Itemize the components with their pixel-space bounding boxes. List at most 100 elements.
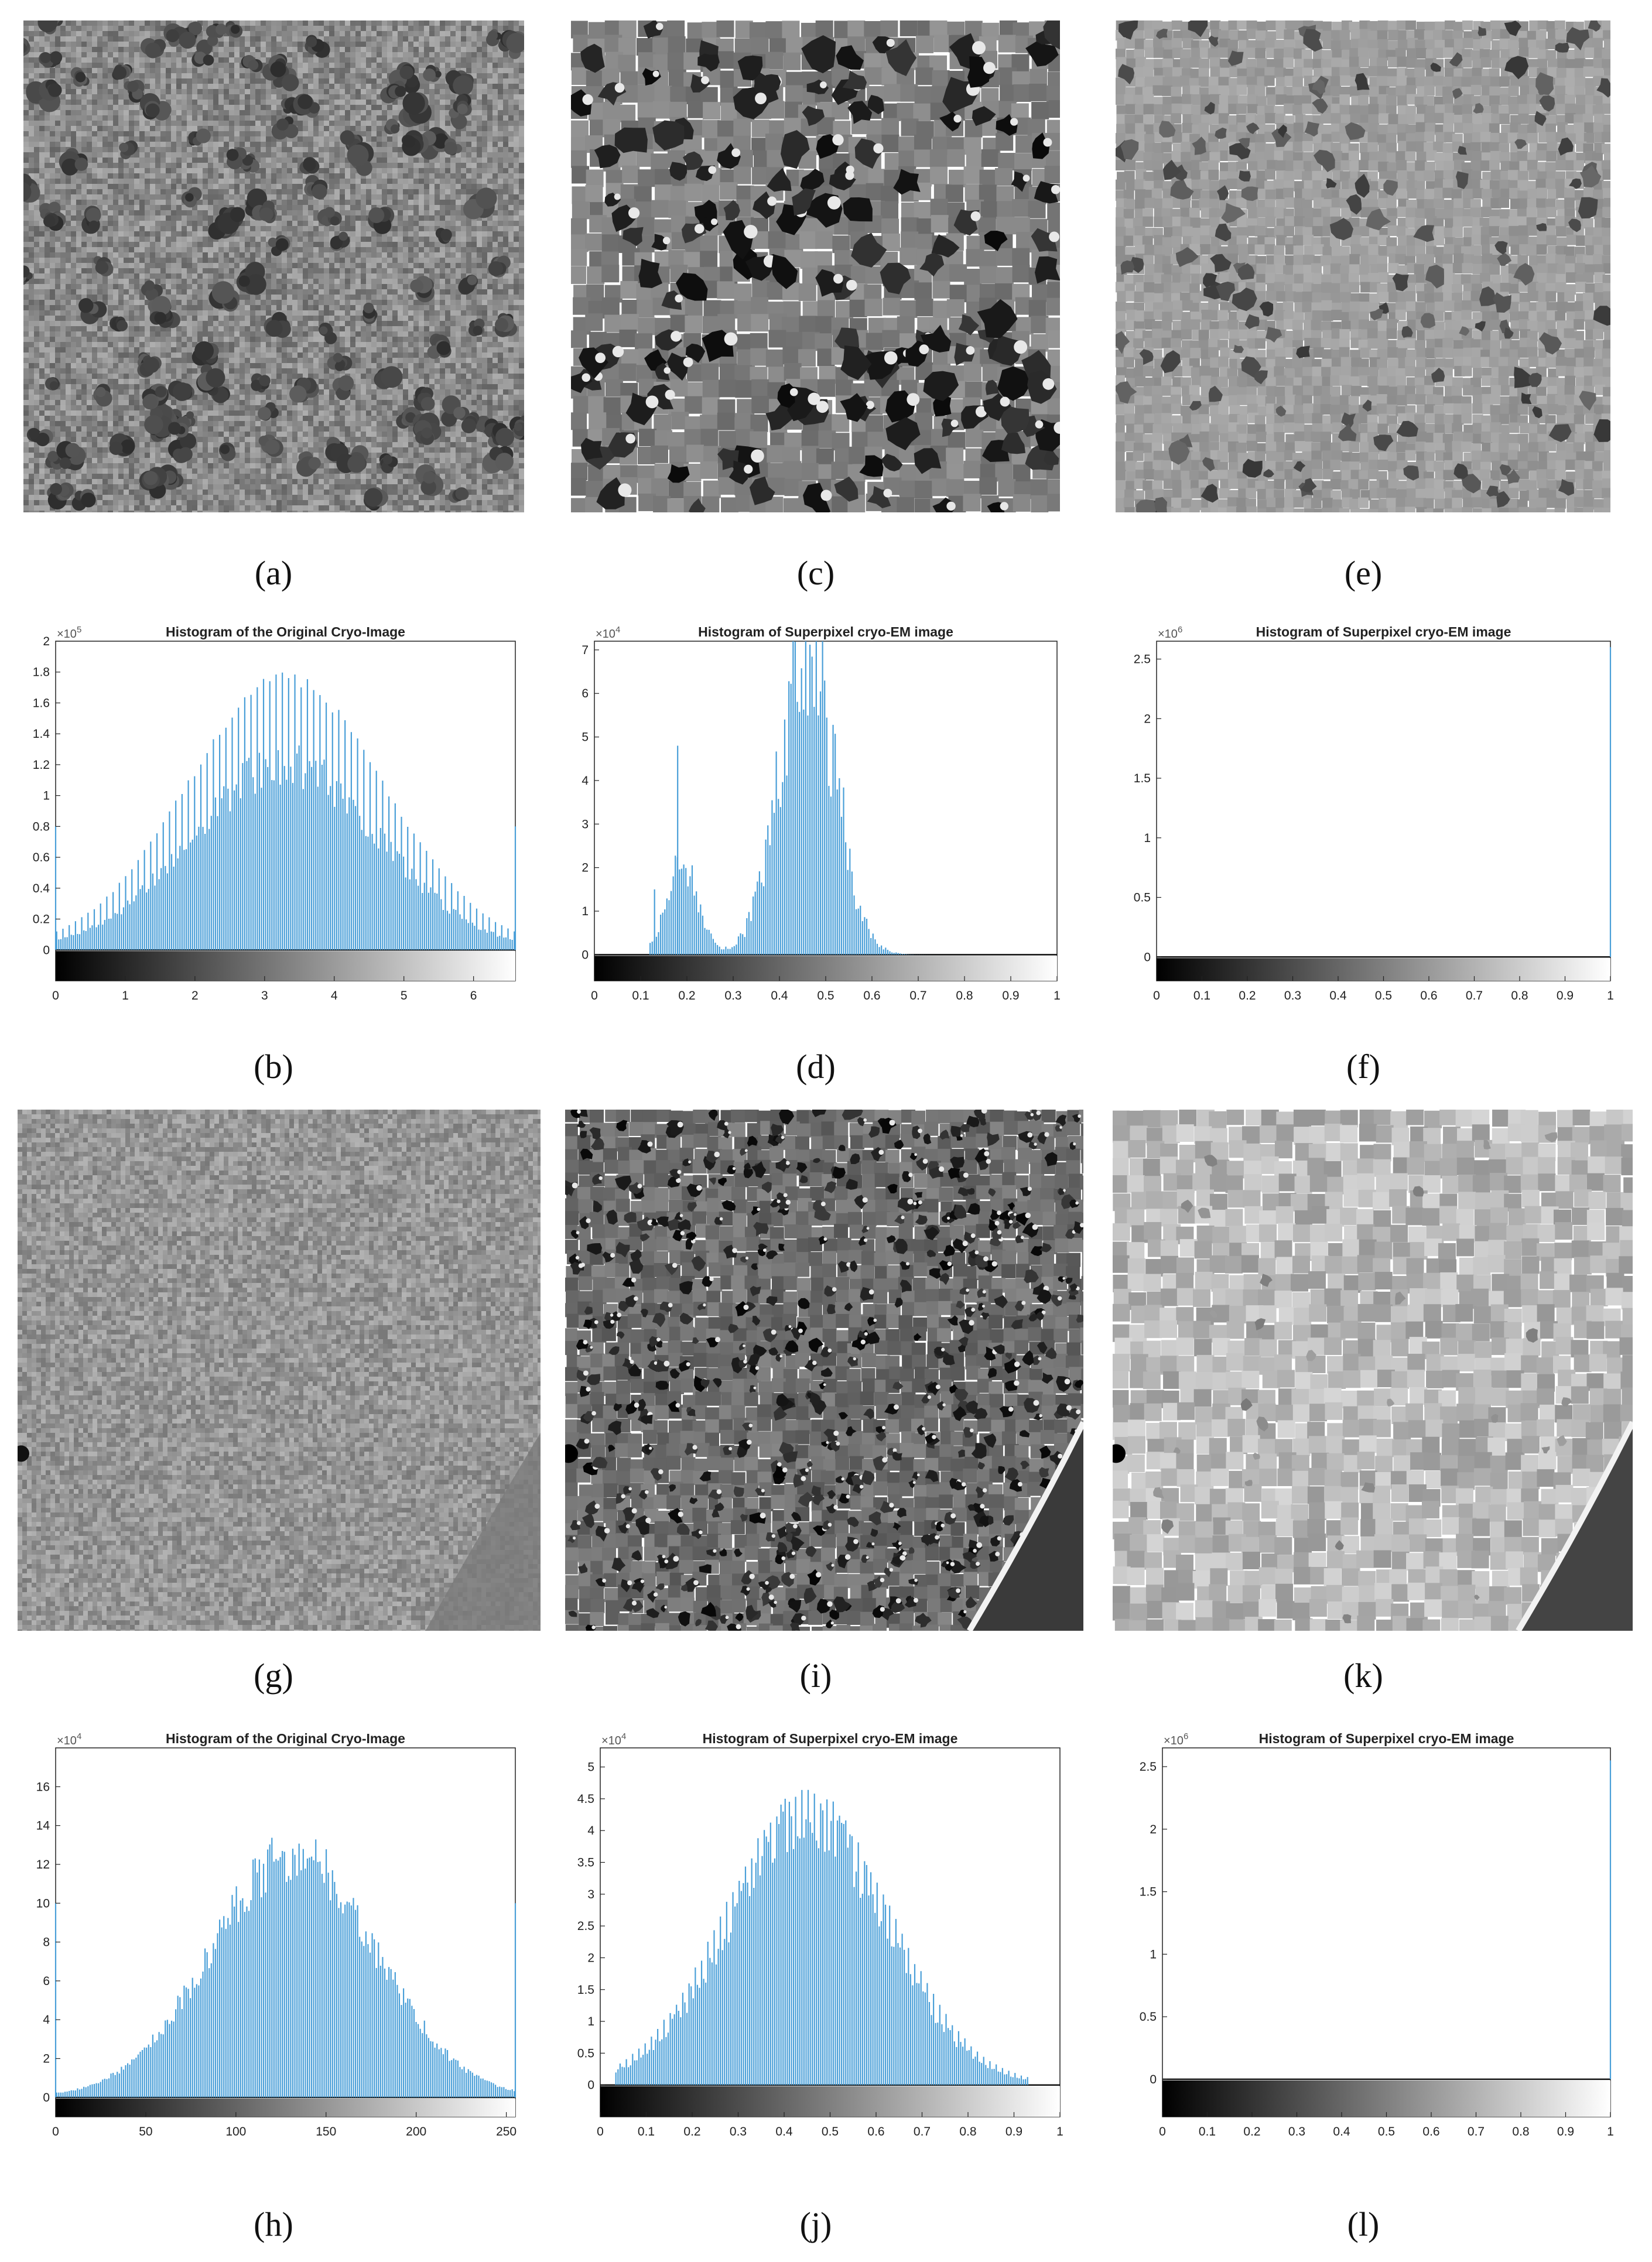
x-tick-label: 0 — [1153, 989, 1160, 1002]
bar-group — [54, 672, 517, 950]
label-h: (h) — [215, 2205, 332, 2244]
x-tick-label: 6 — [470, 989, 477, 1002]
exponent-label: ×105 — [57, 627, 81, 641]
x-tick-label: 0.3 — [724, 989, 741, 1002]
y-tick-label: 0.5 — [577, 2047, 594, 2060]
colorbar — [600, 2086, 1060, 2117]
x-tick-label: 0.3 — [1288, 2125, 1305, 2138]
label-e: (e) — [1305, 553, 1422, 593]
x-tick-label: 1 — [1607, 989, 1614, 1002]
y-tick-label: 0.6 — [33, 851, 50, 864]
y-tick-label: 0 — [43, 2091, 50, 2104]
y-tick-label: 2.5 — [577, 1919, 594, 1933]
y-tick-label: 10 — [36, 1897, 50, 1910]
x-tick-label: 0.6 — [1422, 2125, 1439, 2138]
label-j: (j) — [757, 2205, 874, 2244]
y-tick-label: 5 — [582, 731, 589, 744]
y-tick-label: 1.5 — [577, 1983, 594, 1997]
plot-area — [1162, 1747, 1611, 2117]
y-tick-label: 4 — [43, 2013, 50, 2027]
x-tick-label: 0.3 — [1284, 989, 1301, 1002]
y-tick-label: 1 — [43, 789, 50, 803]
original-micrograph-image-g — [18, 1110, 541, 1631]
exponent-label: ×106 — [1158, 627, 1182, 641]
exponent-label: ×104 — [57, 1731, 81, 1747]
colorbar — [56, 2098, 515, 2117]
x-tick-label: 0.2 — [1243, 2125, 1260, 2138]
x-tick-label: 0.9 — [1002, 989, 1019, 1002]
y-tick-label: 1.8 — [33, 666, 50, 679]
x-tick-label: 0.5 — [1378, 2125, 1395, 2138]
x-tick-label: 0 — [591, 989, 598, 1002]
plot-area — [55, 641, 516, 981]
chart-title: Histogram of Superpixel cryo-EM image — [698, 627, 953, 639]
x-tick-label: 0 — [597, 2125, 604, 2138]
y-tick-label: 1 — [582, 905, 589, 918]
y-tick-label: 0 — [1144, 950, 1151, 964]
label-b: (b) — [215, 1047, 332, 1086]
particle-group — [565, 1110, 1083, 1631]
x-tick-label: 0.2 — [678, 989, 695, 1002]
chart-title: Histogram of the Original Cryo-Image — [166, 627, 405, 639]
plot-area — [600, 1747, 1061, 2117]
y-tick-label: 3.5 — [577, 1856, 594, 1870]
plot-area — [1156, 641, 1611, 981]
colorbar — [1162, 2080, 1610, 2117]
x-tick-label: 1 — [1056, 2125, 1063, 2138]
x-tick-label: 0.2 — [1239, 989, 1256, 1002]
y-tick-label: 5 — [587, 1761, 594, 1774]
superpixel-image-e — [1116, 20, 1610, 512]
superpixel-image-k — [1113, 1110, 1633, 1631]
x-tick-label: 0.6 — [867, 2125, 884, 2138]
x-tick-label: 0 — [52, 2125, 59, 2138]
x-tick-label: 0.4 — [775, 2125, 793, 2138]
x-tick-label: 0.4 — [771, 989, 788, 1002]
y-tick-label: 7 — [582, 644, 589, 657]
label-k: (k) — [1305, 1656, 1422, 1695]
label-f: (f) — [1305, 1047, 1422, 1086]
x-tick-label: 0.9 — [1557, 989, 1574, 1002]
y-tick-label: 1.5 — [1134, 772, 1151, 785]
y-tick-label: 1.6 — [33, 696, 50, 710]
x-tick-label: 2 — [191, 989, 199, 1002]
x-tick-label: 0.1 — [1193, 989, 1210, 1002]
x-tick-label: 0.3 — [730, 2125, 747, 2138]
x-tick-label: 0.6 — [1420, 989, 1437, 1002]
label-a: (a) — [215, 553, 332, 593]
x-tick-label: 0.2 — [683, 2125, 700, 2138]
y-tick-label: 0.4 — [33, 882, 50, 895]
y-tick-label: 0.5 — [1140, 2010, 1157, 2024]
x-tick-label: 150 — [316, 2125, 336, 2138]
x-tick-label: 0.1 — [632, 989, 649, 1002]
x-tick-label: 0.8 — [1511, 989, 1528, 1002]
y-tick-label: 1.2 — [33, 758, 50, 772]
x-tick-label: 100 — [225, 2125, 246, 2138]
chart-title: Histogram of Superpixel cryo-EM image — [703, 1731, 958, 1746]
y-tick-label: 1 — [587, 2015, 594, 2028]
histogram-chart-d: 0 1 2 3 4 5 6 7 0 0.1 0.2 0.3 0.4 0.5 0.6 0.7 0.8 0.9 1 ×10… — [553, 627, 1063, 1031]
colorbar — [56, 951, 515, 981]
x-tick-label: 0.9 — [1557, 2125, 1574, 2138]
x-tick-label: 1 — [1607, 2125, 1614, 2138]
y-tick-label: 8 — [43, 1936, 50, 1949]
y-tick-label: 3 — [582, 817, 589, 831]
y-tick-label: 2 — [1144, 712, 1151, 726]
x-tick-label: 0.9 — [1005, 2125, 1022, 2138]
exponent-label: ×104 — [601, 1731, 626, 1747]
y-tick-label: 0 — [582, 948, 589, 961]
superpixel-image-i — [565, 1110, 1083, 1631]
histogram-chart-j: 0 0.5 1 1.5 2 2.5 3 3.5 4 4.5 5 0 0.1 0.2 0.3 0.4 0.5 0.6… — [556, 1727, 1066, 2167]
y-tick-label: 0 — [1150, 2073, 1157, 2086]
x-tick-label: 0.1 — [1199, 2125, 1216, 2138]
y-tick-label: 0.5 — [1134, 891, 1151, 905]
label-i: (i) — [757, 1656, 874, 1695]
bar-group — [54, 1837, 517, 2097]
x-tick-label: 0 — [1159, 2125, 1166, 2138]
y-tick-label: 6 — [582, 687, 589, 700]
x-tick-label: 0.6 — [863, 989, 880, 1002]
original-micrograph-image-a — [23, 20, 524, 512]
x-tick-label: 0.8 — [959, 2125, 976, 2138]
x-tick-label: 200 — [406, 2125, 426, 2138]
y-tick-label: 4 — [587, 1824, 594, 1837]
plot-area — [55, 1747, 516, 2117]
